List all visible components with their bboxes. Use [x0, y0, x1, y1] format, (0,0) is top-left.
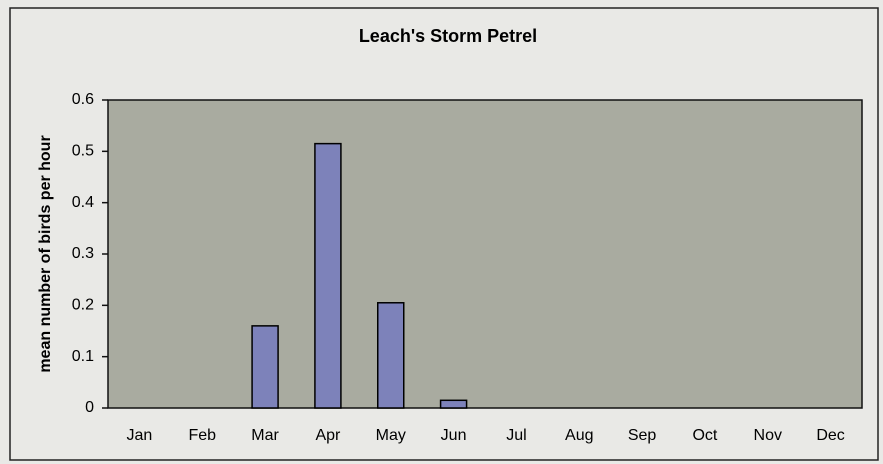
y-tick-label: 0.2 — [72, 297, 94, 314]
plot-area — [107, 99, 863, 409]
bar — [251, 325, 279, 409]
bar — [377, 302, 405, 409]
x-tick-label: Jul — [506, 427, 526, 444]
x-tick-label: Nov — [754, 427, 782, 444]
y-tick-label: 0.4 — [72, 194, 94, 211]
x-tick-label: May — [376, 427, 406, 444]
y-tick-label: 0.3 — [72, 245, 94, 262]
y-axis-label: mean number of birds per hour — [37, 135, 54, 372]
x-tick-label: Feb — [188, 427, 216, 444]
y-tick-label: 0 — [85, 399, 94, 416]
y-tick-label: 0.5 — [72, 143, 94, 160]
x-tick-label: Mar — [251, 427, 279, 444]
x-tick-label: Jan — [127, 427, 153, 444]
chart-frame — [9, 7, 879, 461]
x-tick-label: Apr — [315, 427, 341, 444]
bar — [314, 142, 342, 409]
x-tick-label: Jun — [441, 427, 467, 444]
x-tick-label: Dec — [816, 427, 844, 444]
y-tick-label: 0.1 — [72, 348, 94, 365]
x-tick-label: Aug — [565, 427, 593, 444]
y-tick-label: 0.6 — [72, 91, 94, 108]
chart-title: Leach's Storm Petrel — [359, 26, 537, 46]
x-tick-label: Oct — [692, 427, 717, 444]
bar — [439, 399, 468, 409]
x-tick-label: Sep — [628, 427, 657, 444]
